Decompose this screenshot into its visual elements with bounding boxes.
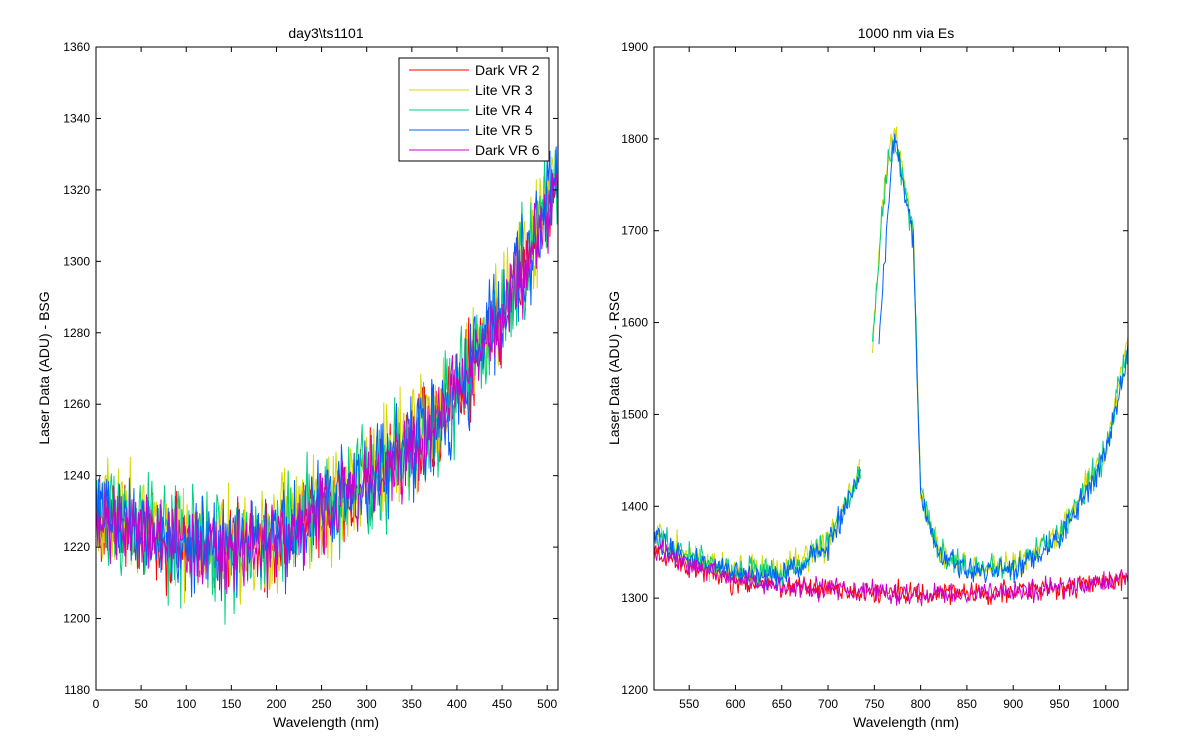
chart-right-y-tick-label: 1800: [621, 132, 648, 146]
chart-right-x-tick-label: 650: [772, 697, 792, 711]
chart-left-y-tick-label: 1320: [63, 183, 90, 197]
chart-left-x-tick-label: 50: [134, 697, 148, 711]
chart-left-x-tick-label: 150: [221, 697, 241, 711]
chart-left-x-tick-label: 350: [402, 697, 422, 711]
chart-right-series-5-line: [654, 539, 1128, 607]
chart-left-title: day3\ts1101: [288, 25, 363, 41]
chart-left-legend-label: Dark VR 2: [475, 62, 540, 78]
chart-left-series-4-line: [96, 146, 558, 602]
chart-right-x-tick-label: 800: [911, 697, 931, 711]
chart-left-axes-box: [95, 46, 559, 691]
chart-right-y-tick-label: 1900: [621, 40, 648, 54]
chart-right-ylabel: Laser Data (ADU) - RSG: [606, 291, 622, 445]
chart-left-y-tick-label: 1280: [63, 326, 90, 340]
chart-left-series-5-line: [96, 172, 558, 598]
chart-left-legend-label: Lite VR 4: [475, 102, 533, 118]
chart-right-x-tick-label: 1000: [1092, 697, 1119, 711]
chart-left-x-tick-label: 300: [357, 697, 377, 711]
chart-right-x-tick-label: 950: [1049, 697, 1069, 711]
chart-left-legend-label: Dark VR 6: [475, 142, 540, 158]
chart-right-x-tick-label: 750: [864, 697, 884, 711]
chart-right-series-group: [654, 126, 1128, 607]
chart-left-x-tick-label: 450: [492, 697, 512, 711]
chart-left-y-tick-label: 1360: [63, 40, 90, 54]
chart-left-legend: Dark VR 2 Lite VR 3 Lite VR 4 Lite VR 5 Dark…: [398, 57, 550, 162]
chart-right-y-tick-label: 1400: [621, 499, 648, 513]
chart-left-legend-label: Lite VR 5: [475, 122, 533, 138]
chart-right-x-tick-label: 850: [957, 697, 977, 711]
chart-left-y-tick-label: 1220: [63, 540, 90, 554]
chart-right-x-tick-label: 700: [818, 697, 838, 711]
chart-right-xlabel: Wavelength (nm): [853, 714, 959, 730]
chart-right-y-tick-label: 1500: [621, 407, 648, 421]
chart-left-y-tick-label: 1260: [63, 397, 90, 411]
chart-left-x-tick-label: 500: [537, 697, 557, 711]
chart-right-y-tick-label: 1700: [621, 224, 648, 238]
chart-left: day3\ts1101 Wavelength (nm) Laser Data (…: [36, 25, 559, 730]
chart-left-x-tick-label: 200: [266, 697, 286, 711]
chart-right-y-tick-label: 1300: [621, 591, 648, 605]
chart-left-y-tick-label: 1300: [63, 254, 90, 268]
chart-right-x-tick-label: 550: [679, 697, 699, 711]
chart-left-y-tick-label: 1240: [63, 469, 90, 483]
chart-left-xlabel: Wavelength (nm): [273, 714, 379, 730]
chart-left-y-tick-label: 1180: [64, 683, 90, 697]
chart-right-y-tick-label: 1200: [621, 683, 648, 697]
chart-left-ylabel: Laser Data (ADU) - BSG: [36, 291, 52, 444]
chart-right-x-tick-label: 900: [1003, 697, 1023, 711]
chart-right-y-tick-label: 1600: [621, 316, 648, 330]
chart-left-legend-label: Lite VR 3: [475, 82, 533, 98]
chart-left-x-tick-label: 400: [447, 697, 467, 711]
chart-left-series-3-line: [96, 149, 558, 625]
chart-left-x-tick-label: 100: [176, 697, 196, 711]
chart-left-y-tick-label: 1200: [63, 612, 90, 626]
chart-right-x-tick-label: 600: [725, 697, 745, 711]
chart-left-series-group: [96, 142, 558, 625]
chart-left-x-tick-label: 0: [93, 697, 100, 711]
chart-left-x-tick-label: 250: [312, 697, 332, 711]
chart-left-y-tick-label: 1340: [63, 111, 90, 125]
chart-right-axes-box: [653, 46, 1129, 691]
chart-right: 1000 nm via Es Wavelength (nm) Laser Dat…: [606, 25, 1129, 730]
chart-right-title: 1000 nm via Es: [858, 25, 955, 41]
